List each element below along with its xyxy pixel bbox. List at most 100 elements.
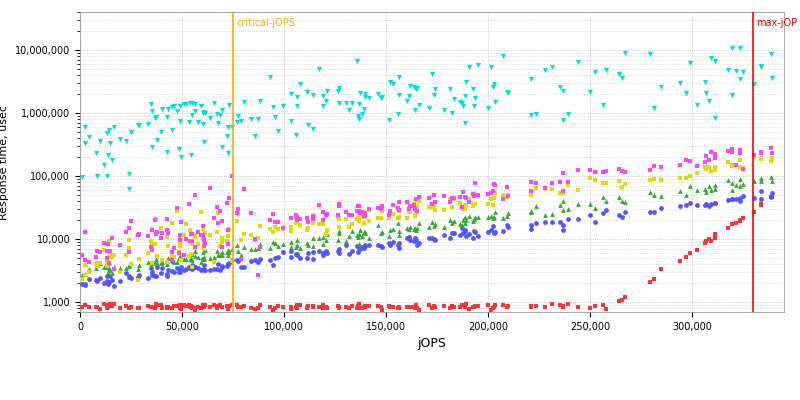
Point [331,237,344,244]
Point [171,265,184,272]
Point [196,231,209,238]
Point [302,303,314,309]
Point [120,270,133,276]
Point [188,264,201,270]
Point [320,226,333,233]
Point [178,101,190,108]
Point [456,103,469,110]
Point [198,304,210,310]
Point [251,116,264,122]
Point [699,166,712,173]
Point [413,198,426,204]
Point [90,260,102,266]
Point [102,304,114,310]
Point [320,88,333,94]
Point [196,237,209,243]
Point [294,244,307,251]
Point [734,218,747,224]
Point [458,194,471,200]
Point [122,261,135,268]
Point [198,243,210,249]
Point [583,211,596,218]
Point [146,108,158,114]
Point [316,302,329,308]
Point [269,218,282,225]
Point [410,226,422,233]
Point [222,246,234,253]
Point [482,229,494,236]
Point [557,302,570,309]
Point [78,271,91,277]
Point [122,263,135,269]
Point [167,103,180,109]
Point [124,260,137,266]
Point [291,94,304,100]
Point [413,194,426,200]
Point [408,84,421,90]
Point [171,108,184,114]
Point [78,262,91,268]
Point [616,74,629,81]
Point [216,252,229,258]
Point [680,157,693,163]
Point [445,195,458,201]
Point [525,304,538,310]
Point [497,196,510,202]
Point [302,225,314,231]
Point [251,272,264,278]
Point [272,253,285,260]
Point [198,109,210,116]
Point [583,305,596,311]
Point [764,145,777,151]
Point [332,216,345,222]
Point [703,98,716,105]
Point [196,266,209,272]
Point [410,210,422,216]
Point [195,304,208,311]
Point [358,304,370,310]
Point [184,256,197,262]
Point [350,58,363,64]
Point [709,231,722,238]
Point [100,173,113,179]
Point [454,194,466,200]
Point [709,115,722,122]
Point [382,116,395,123]
Point [647,192,660,198]
Point [320,237,333,244]
Point [291,214,304,220]
Point [145,304,158,311]
Point [179,265,192,272]
Point [263,304,276,311]
Point [188,248,201,254]
Point [124,218,137,224]
Point [471,62,484,68]
Point [306,216,319,222]
Point [234,264,247,270]
Point [124,260,137,267]
Point [386,81,399,87]
Point [538,304,551,310]
Point [212,261,225,268]
Point [100,248,113,254]
Point [306,249,319,256]
Point [571,187,584,194]
Point [145,261,158,268]
Point [486,305,499,311]
Point [709,235,722,241]
Point [245,232,258,238]
Point [207,214,220,221]
Point [709,200,722,206]
Point [249,236,262,242]
Point [408,225,421,232]
Point [530,110,542,117]
Point [189,232,202,238]
Point [401,198,414,205]
Point [557,226,570,233]
Point [174,154,187,160]
Point [188,234,201,240]
Point [133,261,146,268]
Point [212,210,225,216]
Point [120,264,133,271]
Point [161,261,174,267]
